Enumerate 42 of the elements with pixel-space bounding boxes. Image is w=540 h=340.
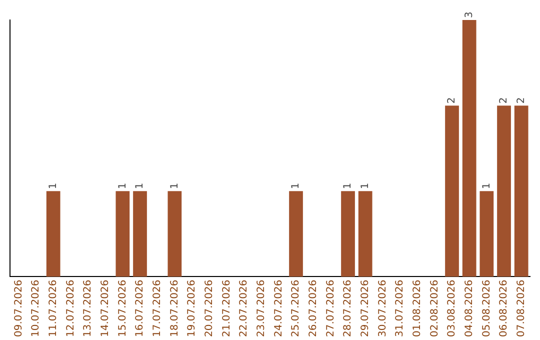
data-label: 1 [342, 182, 354, 190]
x-tick-label: 05.08.2026 [481, 280, 492, 338]
x-tick-label: 21.07.2026 [221, 280, 232, 338]
x-tick-label: 13.07.2026 [82, 280, 94, 338]
data-label: 1 [117, 182, 128, 190]
x-tick-label: 25.07.2026 [290, 280, 302, 338]
x-tick-label: 11.07.2026 [48, 280, 59, 338]
x-tick-label: 24.07.2026 [273, 280, 284, 338]
x-tick-label: 19.07.2026 [186, 280, 198, 338]
x-tick-label: 28.07.2026 [342, 280, 354, 338]
data-label: 1 [360, 182, 371, 190]
data-label: 2 [446, 97, 458, 104]
data-label: 1 [134, 182, 146, 190]
data-label: 2 [498, 97, 510, 104]
x-tick-label: 01.08.2026 [412, 280, 423, 338]
x-tick-label: 29.07.2026 [360, 280, 371, 338]
x-tick-label: 18.07.2026 [169, 280, 180, 338]
x-tick-label: 15.07.2026 [117, 280, 128, 338]
x-tick-label: 17.07.2026 [152, 280, 163, 338]
x-tick-label: 03.08.2026 [446, 280, 458, 338]
x-tick-label: 09.07.2026 [13, 280, 24, 338]
x-tick-label: 27.07.2026 [325, 280, 336, 338]
x-tick-label: 26.07.2026 [308, 280, 319, 338]
x-tick-label: 04.08.2026 [464, 280, 475, 338]
x-tick-label: 16.07.2026 [134, 280, 146, 338]
x-tick-label: 23.07.2026 [256, 280, 267, 338]
x-tick-label: 20.07.2026 [204, 280, 215, 338]
x-tick-label: 06.08.2026 [498, 280, 510, 338]
x-tick-label: 12.07.2026 [65, 280, 76, 338]
data-label: 3 [464, 12, 475, 18]
data-label: 1 [169, 182, 180, 190]
data-label: 1 [290, 182, 302, 190]
x-tick-label: 02.08.2026 [429, 280, 440, 338]
x-tick-label: 14.07.2026 [100, 280, 111, 338]
x-tick-label: 22.07.2026 [238, 280, 250, 338]
data-label: 2 [516, 97, 527, 104]
x-tick-label: 31.07.2026 [394, 280, 406, 338]
x-tick-label: 30.07.2026 [377, 280, 388, 338]
data-label: 1 [48, 182, 59, 190]
x-tick-label: 10.07.2026 [30, 280, 42, 338]
data-label: 1 [481, 182, 492, 190]
x-tick-label: 07.08.2026 [516, 280, 527, 338]
